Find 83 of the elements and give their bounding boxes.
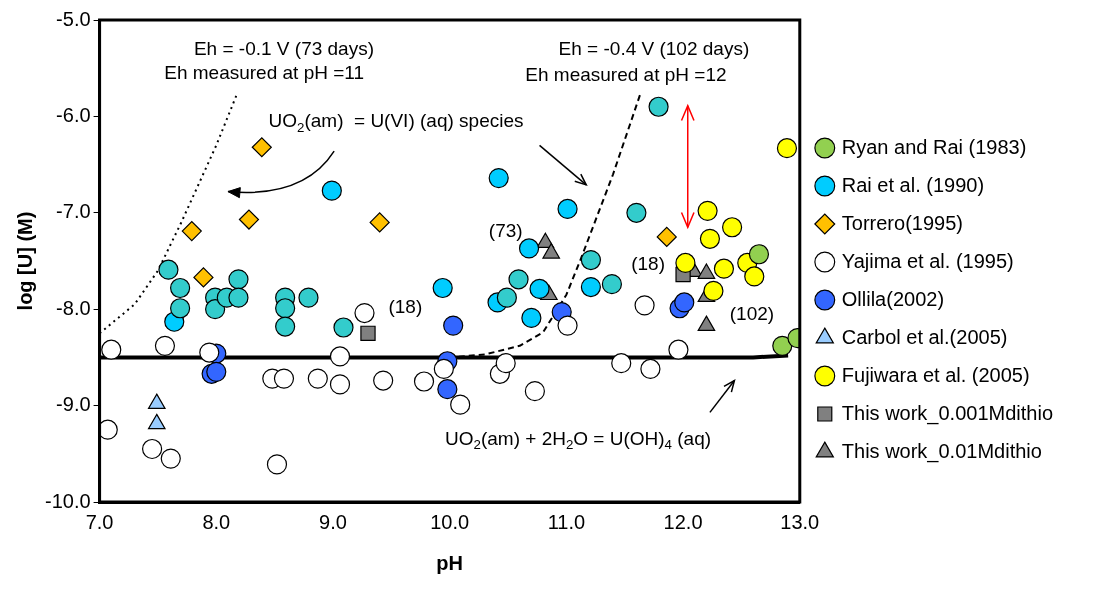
point: [199, 342, 220, 363]
point: [228, 269, 249, 290]
point: [656, 226, 677, 247]
point: [321, 180, 342, 201]
legend-label: This work_0.001Mdithio: [841, 401, 1054, 425]
point: [432, 277, 453, 299]
legend-label: Torrero(1995): [841, 211, 963, 234]
point: [675, 252, 696, 274]
point: [181, 221, 202, 242]
point: [580, 276, 601, 298]
point: [713, 258, 735, 279]
annotation: (102): [729, 303, 775, 325]
point: [697, 200, 718, 221]
point: [333, 317, 354, 338]
point: [703, 280, 724, 301]
annotation: (18): [631, 253, 665, 275]
point: [626, 202, 647, 223]
point: [611, 353, 632, 374]
point: [772, 335, 793, 356]
legend-label: Fujiwara et al. (2005): [841, 363, 1030, 386]
y-axis-title: log [U] (M): [13, 211, 36, 311]
annotation: (73): [488, 220, 523, 242]
point: [298, 287, 319, 308]
y-tick-label: -7.0: [56, 200, 91, 223]
point: [496, 287, 517, 308]
annotation: Eh measured at pH =12: [525, 64, 727, 86]
point: [228, 287, 249, 308]
point: [443, 315, 464, 336]
annotation: (18): [388, 295, 423, 317]
x-tick-label: 11.0: [547, 510, 586, 533]
point: [238, 209, 260, 230]
point: [360, 325, 376, 341]
point: [748, 244, 770, 265]
point: [776, 138, 798, 159]
x-tick-label: 8.0: [202, 510, 231, 533]
point: [437, 379, 458, 400]
point: [329, 346, 351, 367]
legend-label: Carbol et al.(2005): [841, 325, 1008, 348]
point: [529, 278, 550, 300]
point: [251, 137, 272, 158]
annotation: Eh measured at pH =11: [164, 62, 365, 84]
point: [205, 299, 226, 320]
annotation: Eh = -0.4 V (102 days): [558, 38, 750, 60]
point: [722, 217, 743, 238]
point: [275, 316, 296, 337]
point: [674, 292, 695, 313]
point: [275, 298, 296, 319]
point: [158, 259, 179, 280]
x-tick-label: 13.0: [780, 510, 820, 533]
x-tick-label: 9.0: [319, 510, 347, 533]
point: [508, 269, 529, 290]
legend-label: Ollila(2002): [841, 287, 945, 310]
point: [495, 353, 516, 374]
x-tick-label: 7.0: [85, 510, 114, 533]
point: [170, 298, 191, 319]
y-tick-label: -6.0: [56, 103, 91, 126]
point: [557, 315, 578, 336]
y-tick-label: -5.0: [56, 7, 91, 30]
point: [557, 198, 578, 220]
x-axis-title: pH: [436, 551, 464, 574]
point: [273, 368, 295, 389]
y-tick-label: -10.0: [44, 489, 91, 512]
point: [521, 307, 542, 328]
point: [699, 228, 721, 249]
y-tick-label: -8.0: [56, 296, 91, 319]
point: [170, 277, 191, 299]
annotation: Eh = -0.1 V (73 days): [193, 38, 375, 60]
legend-label: Ryan and Rai (1983): [841, 135, 1027, 158]
point: [601, 274, 622, 295]
point: [369, 212, 390, 233]
legend-label: Yajima et al. (1995): [841, 249, 1014, 272]
point: [193, 267, 214, 288]
point: [648, 96, 669, 117]
legend-label: This work_0.01Mdithio: [841, 439, 1042, 463]
point: [580, 249, 601, 271]
point: [744, 266, 765, 287]
x-tick-label: 10.0: [430, 510, 470, 533]
point: [433, 358, 454, 380]
point: [206, 361, 227, 382]
x-tick-label: 12.0: [663, 510, 703, 533]
y-tick-label: -9.0: [56, 393, 91, 416]
legend-label: Rai et al. (1990): [841, 173, 985, 196]
point: [488, 168, 509, 189]
